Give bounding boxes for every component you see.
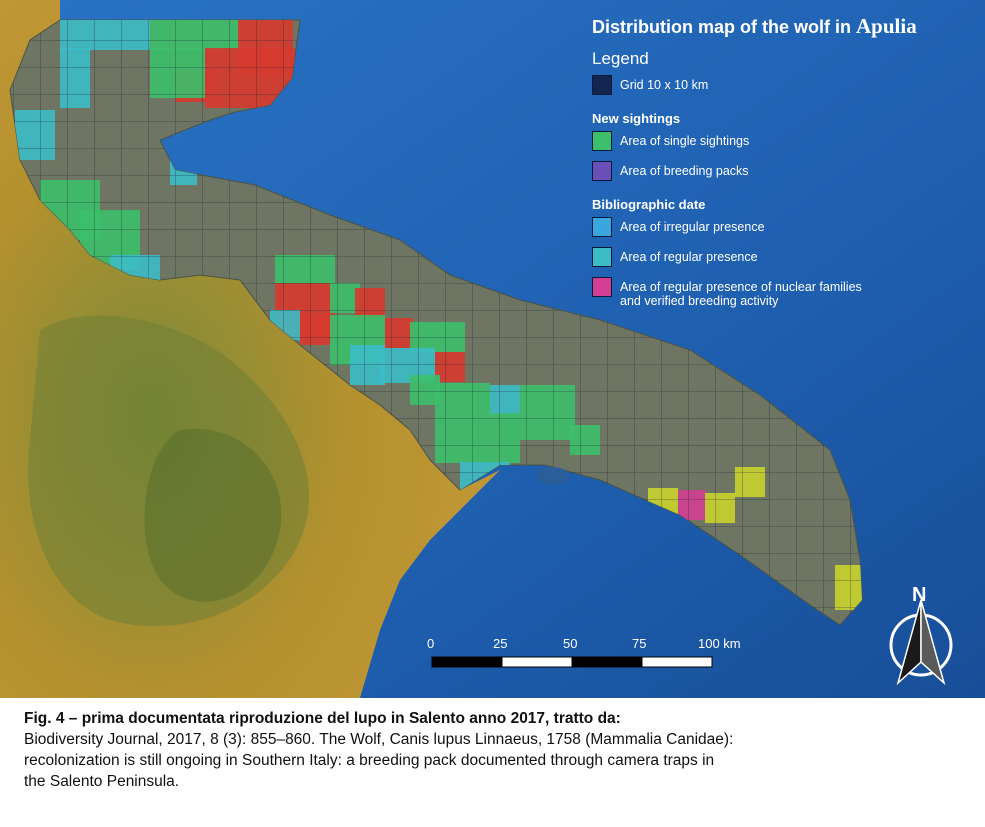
caption-line-1: Biodiversity Journal, 2017, 8 (3): 855–8… [24, 731, 734, 748]
scale-seg-1 [431, 656, 503, 668]
north-arrow-icon [889, 599, 953, 686]
nuclear-families-label: Area of regular presence of nuclear fami… [620, 277, 862, 308]
scale-label-25: 25 [493, 636, 508, 651]
map-canvas [0, 0, 985, 698]
lake-taranto [537, 467, 569, 485]
grid-swatch [592, 75, 612, 95]
bibliographic-title: Bibliographic date [592, 197, 706, 212]
regular-presence-swatch [592, 247, 612, 267]
scale-label-50: 50 [563, 636, 578, 651]
nuclear-families-line-1: Area of regular presence of nuclear fami… [620, 280, 862, 294]
nuclear-families-swatch [592, 277, 612, 297]
breeding-packs-label: Area of breeding packs [620, 164, 749, 178]
scale-seg-4 [641, 656, 713, 668]
scale-seg-2 [501, 656, 573, 668]
legend-item-nuclear-families: Area of regular presence of nuclear fami… [592, 277, 977, 308]
scale-bar [431, 656, 713, 668]
north-label: N [912, 584, 927, 606]
map-legend: Distribution map of the wolf in Apulia L… [592, 14, 977, 308]
mountain-shading-2 [144, 428, 282, 602]
legend-item-regular-presence: Area of regular presence [592, 247, 977, 277]
caption-line-2: recolonization is still ongoing in South… [24, 752, 715, 769]
new-sightings-title: New sightings [592, 111, 681, 126]
legend-item-grid: Grid 10 x 10 km [592, 75, 977, 105]
grid-label: Grid 10 x 10 km [620, 78, 709, 92]
caption-title: Fig. 4 – prima documentata riproduzione … [24, 710, 621, 727]
breeding-packs-swatch [592, 161, 612, 181]
distribution-map: Distribution map of the wolf in Apulia L… [0, 0, 985, 698]
map-title-text: Distribution map of the wolf in [592, 17, 851, 37]
scale-seg-3 [571, 656, 643, 668]
caption-line-3: the Salento Peninsula. [24, 773, 180, 790]
single-sightings-label: Area of single sightings [620, 134, 750, 148]
single-sightings-swatch [592, 131, 612, 151]
legend-item-irregular-presence: Area of irregular presence [592, 217, 977, 247]
scale-label-75: 75 [632, 636, 647, 651]
map-title: Distribution map of the wolf in Apulia [592, 14, 977, 39]
legend-item-breeding-packs: Area of breeding packs [592, 161, 977, 191]
scale-label-100km: 100 km [698, 636, 741, 651]
map-title-region: Apulia [856, 14, 917, 38]
irregular-presence-label: Area of irregular presence [620, 220, 765, 234]
mountain-shading [28, 315, 310, 627]
scale-label-0: 0 [427, 636, 435, 651]
grid-overlay [10, 20, 862, 625]
nuclear-families-line-2: and verified breeding activity [620, 294, 779, 308]
figure-caption: Fig. 4 – prima documentata riproduzione … [24, 708, 964, 792]
legend-item-single-sightings: Area of single sightings [592, 131, 977, 161]
irregular-presence-swatch [592, 217, 612, 237]
legend-heading: Legend [592, 49, 649, 68]
regular-presence-label: Area of regular presence [620, 250, 758, 264]
